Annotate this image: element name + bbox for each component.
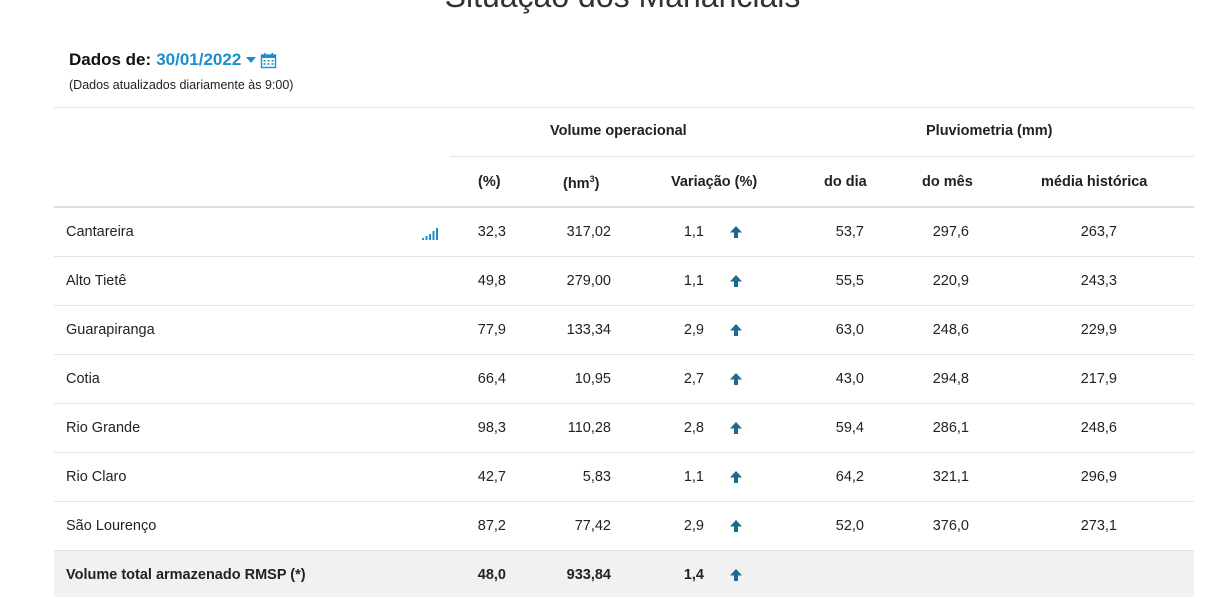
- col-header-do-mes: do mês: [922, 174, 973, 190]
- col-header-media-historica: média histórica: [1041, 174, 1148, 190]
- table-top-divider: [54, 107, 1194, 108]
- row-pluvio-historica: 229,9: [1080, 322, 1117, 338]
- row-percent: 32,3: [477, 224, 506, 240]
- table-row: Alto Tietê 49,8 279,00 1,1 55,5 220,9 24…: [54, 257, 1194, 306]
- arrow-up-icon: [729, 568, 743, 582]
- col-header-hm3-sup: 3: [589, 174, 595, 184]
- table-row: Guarapiranga 77,9 133,34 2,9 63,0 248,6 …: [54, 306, 1194, 355]
- total-label: Volume total armazenado RMSP (*): [66, 567, 306, 583]
- row-pluvio-mes: 248,6: [932, 322, 969, 338]
- caret-down-icon[interactable]: [246, 57, 257, 63]
- col-header-hm3-prefix: (hm: [563, 175, 590, 192]
- arrow-up-icon: [729, 372, 743, 386]
- row-volume-hm3: 279,00: [566, 273, 611, 289]
- row-variacao: 2,9: [683, 322, 704, 338]
- arrow-up-icon: [729, 225, 743, 239]
- row-name: Cantareira: [66, 224, 134, 240]
- date-value[interactable]: 30/01/2022: [156, 50, 242, 69]
- col-header-variacao: Variação (%): [671, 174, 758, 190]
- row-pluvio-historica: 296,9: [1080, 469, 1117, 485]
- row-variacao: 2,7: [683, 371, 704, 387]
- row-pluvio-historica: 243,3: [1080, 273, 1117, 289]
- row-pluvio-dia: 43,0: [835, 371, 864, 387]
- row-percent: 98,3: [477, 420, 506, 436]
- total-variacao: 1,4: [683, 567, 704, 583]
- row-pluvio-mes: 286,1: [932, 420, 969, 436]
- col-header-do-dia: do dia: [824, 174, 867, 190]
- table-total-row: Volume total armazenado RMSP (*) 48,0 93…: [54, 551, 1194, 597]
- row-variacao: 1,1: [683, 224, 704, 240]
- column-header-divider: [54, 206, 1194, 208]
- total-volume-hm3: 933,84: [566, 567, 611, 583]
- row-pluvio-historica: 217,9: [1080, 371, 1117, 387]
- row-pluvio-mes: 321,1: [932, 469, 969, 485]
- date-picker[interactable]: 30/01/2022: [156, 50, 277, 70]
- row-percent: 77,9: [477, 322, 506, 338]
- update-note: (Dados atualizados diariamente às 9:00): [69, 78, 294, 92]
- row-pluvio-historica: 273,1: [1080, 518, 1117, 534]
- row-name: Rio Claro: [66, 469, 127, 485]
- row-variacao: 1,1: [683, 469, 704, 485]
- row-variacao: 2,8: [683, 420, 704, 436]
- group-header-divider: [450, 156, 1194, 157]
- row-pluvio-dia: 63,0: [835, 322, 864, 338]
- row-volume-hm3: 77,42: [574, 518, 611, 534]
- row-pluvio-historica: 263,7: [1080, 224, 1117, 240]
- row-name: Guarapiranga: [66, 322, 155, 338]
- arrow-up-icon: [729, 519, 743, 533]
- row-volume-hm3: 317,02: [566, 224, 611, 240]
- group-header-volume: Volume operacional: [550, 123, 687, 139]
- date-filter: Dados de: 30/01/2022: [69, 49, 277, 71]
- row-pluvio-dia: 59,4: [835, 420, 864, 436]
- row-name: Alto Tietê: [66, 273, 127, 289]
- table-row: Cantareira 32,3 317,02 1,1 53,7 297,6 26…: [54, 208, 1194, 257]
- arrow-up-icon: [729, 470, 743, 484]
- row-pluvio-mes: 220,9: [932, 273, 969, 289]
- table-row: Cotia 66,4 10,95 2,7 43,0 294,8 217,9: [54, 355, 1194, 404]
- row-pluvio-mes: 376,0: [932, 518, 969, 534]
- row-percent: 66,4: [477, 371, 506, 387]
- row-name: São Lourenço: [66, 518, 157, 534]
- bar-chart-icon[interactable]: [422, 228, 439, 240]
- row-percent: 42,7: [477, 469, 506, 485]
- row-name: Rio Grande: [66, 420, 141, 436]
- group-header-pluviometria: Pluviometria (mm): [926, 123, 1053, 139]
- row-volume-hm3: 5,83: [582, 469, 611, 485]
- row-volume-hm3: 133,34: [566, 322, 611, 338]
- col-header-percent: (%): [478, 174, 501, 190]
- date-filter-label: Dados de:: [69, 50, 152, 69]
- col-header-hm3-suffix: ): [594, 175, 600, 192]
- page-title: Situação dos Mananciais: [0, 0, 1215, 15]
- row-pluvio-dia: 53,7: [835, 224, 864, 240]
- row-pluvio-dia: 52,0: [835, 518, 864, 534]
- arrow-up-icon: [729, 274, 743, 288]
- col-header-hm3: (hm3): [563, 174, 599, 192]
- arrow-up-icon: [729, 421, 743, 435]
- row-percent: 87,2: [477, 518, 506, 534]
- table-row: Rio Claro 42,7 5,83 1,1 64,2 321,1 296,9: [54, 453, 1194, 502]
- row-percent: 49,8: [477, 273, 506, 289]
- row-pluvio-dia: 55,5: [835, 273, 864, 289]
- row-variacao: 1,1: [683, 273, 704, 289]
- total-percent: 48,0: [477, 567, 506, 583]
- row-pluvio-mes: 297,6: [932, 224, 969, 240]
- calendar-icon[interactable]: [260, 52, 277, 69]
- row-variacao: 2,9: [683, 518, 704, 534]
- table-row: São Lourenço 87,2 77,42 2,9 52,0 376,0 2…: [54, 502, 1194, 551]
- arrow-up-icon: [729, 323, 743, 337]
- row-volume-hm3: 10,95: [574, 371, 611, 387]
- row-volume-hm3: 110,28: [567, 420, 611, 436]
- row-pluvio-dia: 64,2: [835, 469, 864, 485]
- row-name: Cotia: [66, 371, 100, 387]
- table-row: Rio Grande 98,3 110,28 2,8 59,4 286,1 24…: [54, 404, 1194, 453]
- row-pluvio-historica: 248,6: [1080, 420, 1117, 436]
- row-pluvio-mes: 294,8: [932, 371, 969, 387]
